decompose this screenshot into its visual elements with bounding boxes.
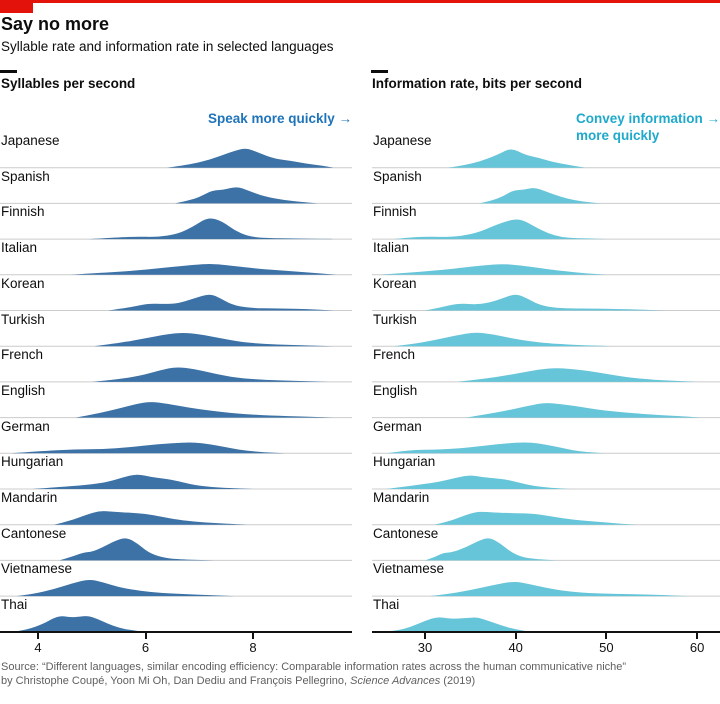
ridge-cantonese bbox=[425, 538, 557, 561]
row-label-finnish: Finnish bbox=[373, 204, 417, 220]
ridge-mandarin bbox=[54, 511, 248, 525]
row-label-vietnamese: Vietnamese bbox=[1, 561, 73, 577]
ridge-french bbox=[456, 368, 700, 382]
right-x-axis bbox=[372, 631, 720, 633]
ridge-finnish bbox=[89, 218, 334, 240]
ridge-korean bbox=[425, 294, 666, 311]
row-label-cantonese: Cantonese bbox=[1, 525, 67, 541]
x-axis-tick bbox=[37, 633, 39, 639]
ridge-italian bbox=[70, 264, 337, 275]
row-label-japanese: Japanese bbox=[373, 133, 432, 148]
x-axis-tick-label: 50 bbox=[599, 640, 614, 655]
ridge-spanish bbox=[175, 187, 318, 204]
row-label-spanish: Spanish bbox=[1, 168, 50, 184]
source-line-2: by Christophe Coupé, Yoon Mi Oh, Dan Ded… bbox=[1, 674, 476, 687]
row-label-english: English bbox=[373, 382, 418, 398]
row-label-hungarian: Hungarian bbox=[373, 454, 436, 470]
information-ridgeline-plot bbox=[372, 149, 720, 632]
top-red-rule bbox=[0, 0, 720, 3]
row-label-spanish: Spanish bbox=[373, 168, 422, 184]
ridge-thai bbox=[386, 617, 532, 632]
ridge-vietnamese bbox=[16, 579, 235, 597]
ridge-cantonese bbox=[59, 538, 216, 561]
ridge-turkish bbox=[94, 333, 334, 347]
right-panel-dash bbox=[371, 70, 388, 73]
row-label-finnish: Finnish bbox=[1, 204, 45, 220]
ridge-vietnamese bbox=[429, 581, 688, 597]
row-label-thai: Thai bbox=[1, 597, 28, 613]
ridge-mandarin bbox=[434, 511, 637, 525]
top-red-tab bbox=[0, 0, 33, 13]
x-axis-tick-label: 30 bbox=[417, 640, 433, 655]
ridge-japanese bbox=[447, 149, 586, 168]
row-label-japanese: Japanese bbox=[1, 133, 60, 148]
ridge-hungarian bbox=[386, 475, 571, 489]
annotation-left-line1: Speak more quickly → bbox=[207, 111, 352, 126]
row-label-french: French bbox=[1, 347, 44, 363]
chart-title: Say no more bbox=[1, 14, 110, 34]
source-line-1: Source: “Different languages, similar en… bbox=[1, 661, 627, 673]
annotation-right-line2: more quickly bbox=[575, 128, 660, 143]
ridge-spanish bbox=[479, 188, 601, 204]
row-label-german: German bbox=[1, 418, 50, 434]
row-label-mandarin: Mandarin bbox=[373, 490, 430, 505]
row-label-turkish: Turkish bbox=[1, 311, 45, 327]
ridge-french bbox=[91, 367, 329, 382]
x-axis-tick-label: 8 bbox=[249, 640, 257, 655]
row-label-turkish: Turkish bbox=[373, 311, 417, 327]
ridge-korean bbox=[107, 294, 334, 311]
x-axis-tick bbox=[605, 633, 608, 639]
ridge-english bbox=[75, 402, 334, 418]
source-note: Source: “Different languages, similar en… bbox=[1, 661, 717, 688]
row-label-korean: Korean bbox=[373, 275, 417, 291]
chart-subtitle: Syllable rate and information rate in se… bbox=[1, 39, 334, 54]
x-axis-tick bbox=[514, 633, 517, 639]
row-label-english: English bbox=[1, 382, 46, 398]
row-label-german: German bbox=[373, 418, 422, 434]
speak-more-quickly-annotation: Speak more quickly → bbox=[0, 110, 352, 127]
row-label-vietnamese: Vietnamese bbox=[373, 561, 445, 577]
right-panel-title: Information rate, bits per second bbox=[372, 76, 583, 91]
row-label-thai: Thai bbox=[373, 597, 400, 613]
x-axis-tick bbox=[424, 633, 426, 639]
syllables-ridgeline-plot bbox=[0, 148, 352, 632]
x-axis-tick-label: 4 bbox=[34, 640, 42, 655]
x-axis-tick-label: 40 bbox=[508, 640, 523, 655]
x-axis-tick-label: 6 bbox=[141, 640, 150, 655]
x-axis-tick bbox=[144, 633, 147, 639]
ridge-japanese bbox=[167, 148, 334, 168]
ridge-turkish bbox=[393, 332, 611, 347]
convey-information-annotation: Convey information → more quickly bbox=[576, 110, 720, 144]
row-label-italian: Italian bbox=[1, 240, 38, 256]
x-axis-tick bbox=[252, 633, 254, 639]
ridge-thai bbox=[13, 616, 146, 632]
ridge-italian bbox=[379, 264, 607, 275]
left-panel-title: Syllables per second bbox=[1, 76, 136, 91]
ridge-german bbox=[386, 442, 607, 454]
row-label-cantonese: Cantonese bbox=[373, 525, 439, 541]
ridge-finnish bbox=[393, 219, 607, 240]
left-panel-dash bbox=[0, 70, 17, 73]
row-label-french: French bbox=[373, 347, 416, 363]
row-label-hungarian: Hungarian bbox=[1, 454, 64, 470]
ridge-english bbox=[465, 403, 702, 418]
row-label-mandarin: Mandarin bbox=[1, 490, 58, 505]
x-axis-tick bbox=[696, 633, 699, 639]
x-axis-tick-label: 60 bbox=[689, 640, 705, 655]
row-label-italian: Italian bbox=[373, 240, 410, 256]
left-x-axis bbox=[0, 631, 352, 633]
ridge-hungarian bbox=[32, 474, 253, 489]
annotation-right-line1: Convey information → bbox=[575, 111, 720, 126]
row-label-korean: Korean bbox=[1, 275, 45, 291]
ridge-german bbox=[11, 442, 286, 454]
